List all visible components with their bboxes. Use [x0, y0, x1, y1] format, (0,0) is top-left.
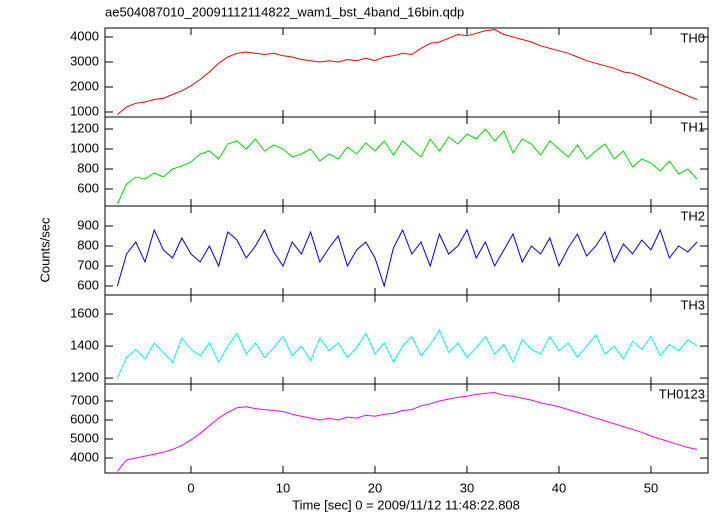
y-tick-label: 6000 — [70, 411, 99, 426]
y-tick-label: 5000 — [70, 430, 99, 445]
panel-frame — [104, 116, 709, 207]
x-axis-label: Time [sec] 0 = 2009/11/12 11:48:22.808 — [292, 497, 520, 512]
data-line — [116, 329, 698, 379]
y-tick-label: 600 — [77, 277, 99, 292]
y-tick-label: 800 — [77, 237, 99, 252]
x-tick-label: 20 — [368, 480, 382, 495]
x-tick-label: 50 — [644, 480, 658, 495]
y-tick-label: 7000 — [70, 392, 99, 407]
panel-label: TH0123 — [659, 386, 705, 401]
x-tick-label: 30 — [460, 480, 474, 495]
y-tick-label: 1000 — [70, 140, 99, 155]
y-tick-label: 1600 — [70, 305, 99, 320]
x-tick-label: 40 — [552, 480, 566, 495]
panel-label: TH2 — [680, 208, 705, 223]
y-tick-label: 4000 — [70, 28, 99, 43]
y-axis-label: Counts/sec — [37, 217, 52, 283]
data-line — [116, 128, 698, 205]
panel-label: TH3 — [680, 297, 705, 312]
y-tick-label: 800 — [77, 160, 99, 175]
y-tick-label: 700 — [77, 257, 99, 272]
data-line — [116, 228, 698, 288]
panel-label: TH0 — [680, 30, 705, 45]
y-tick-label: 3000 — [70, 53, 99, 68]
y-tick-label: 600 — [77, 180, 99, 195]
x-tick-label: 0 — [187, 480, 194, 495]
y-tick-label: 900 — [77, 217, 99, 232]
y-tick-label: 1200 — [70, 370, 99, 385]
data-line — [117, 28, 698, 115]
y-tick-label: 2000 — [70, 78, 99, 93]
panel-label: TH1 — [680, 119, 705, 134]
x-tick-label: 10 — [276, 480, 290, 495]
chart-title: ae504087010_20091112114822_wam1_bst_4ban… — [105, 4, 464, 19]
panel-frame — [104, 294, 709, 385]
panel-frame — [104, 205, 709, 296]
y-tick-label: 1000 — [70, 103, 99, 118]
y-tick-label: 4000 — [70, 449, 99, 464]
panel-frame — [104, 383, 709, 474]
y-tick-label: 1400 — [70, 338, 99, 353]
data-line — [117, 391, 698, 472]
y-tick-label: 1200 — [70, 120, 99, 135]
panel-frame — [104, 27, 709, 118]
